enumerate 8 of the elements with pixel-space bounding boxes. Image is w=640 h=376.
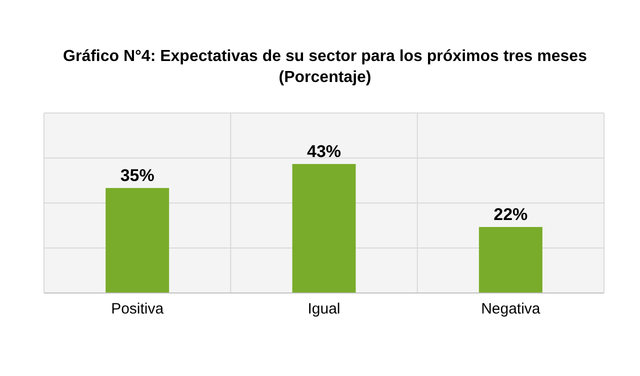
chart-title: Gráfico N°4: Expectativas de su sector para los próximos tres meses [63, 48, 588, 65]
x-tick-label: Positiva [111, 300, 164, 318]
data-label: 22% [494, 205, 528, 224]
x-tick-label: Igual [308, 300, 340, 318]
chart-subtitle: (Porcentaje) [278, 69, 372, 86]
data-label: 35% [120, 166, 154, 185]
data-label: 43% [306, 142, 342, 161]
x-tick-label: Negativa [481, 300, 541, 318]
